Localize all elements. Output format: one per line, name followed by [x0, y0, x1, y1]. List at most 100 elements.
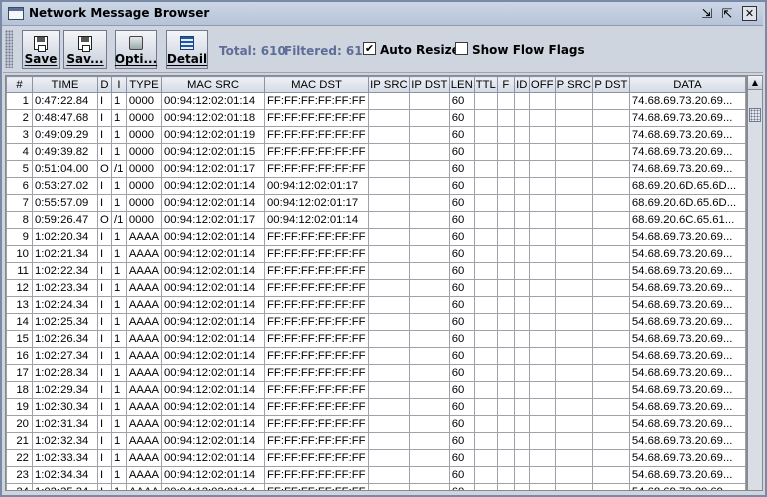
column-header[interactable]: TIME: [31, 76, 98, 93]
table-cell: 60: [448, 415, 475, 433]
table-row[interactable]: 19 1:02:30.34 I 1 AAAA 00:94:12:02:01:14 FF:FF…: [6, 398, 746, 416]
table-cell: 54.68.69.73.20.69...: [628, 245, 746, 263]
table-row[interactable]: 241:02:35.34I1AAAA00:94:12:02:01:14FF:FF…: [6, 483, 746, 490]
options-button[interactable]: Opti...: [115, 30, 157, 69]
table-cell: [408, 313, 450, 331]
table-cell: [528, 466, 556, 484]
table-cell: [367, 466, 410, 484]
table-row[interactable]: 6 0:53:27.02 I 1 0000 00:94:12:02:01:14 00:94:…: [6, 177, 746, 195]
table-row[interactable]: 3 0:49:09.29 I 1 0000 00:94:12:02:01:19 FF:FF:…: [6, 126, 746, 144]
scroll-up-icon[interactable]: ▲: [748, 76, 762, 90]
table-cell: 11: [6, 262, 33, 280]
table-cell: 00:94:12:02:01:14: [161, 262, 266, 280]
column-header[interactable]: IP DST: [408, 76, 450, 93]
column-header[interactable]: TYPE: [125, 76, 163, 93]
column-header[interactable]: MAC SRC: [161, 76, 266, 93]
scroll-thumb[interactable]: [749, 108, 761, 122]
table-cell: 00:94:12:02:01:14: [161, 466, 266, 484]
table-cell: I: [96, 177, 112, 195]
table-row[interactable]: 23 1:02:34.34 I 1 AAAA 00:94:12:02:01:14 FF:FF…: [6, 466, 746, 484]
title-bar[interactable]: Network Message Browser ⇲ ⇱ ✕: [2, 2, 763, 26]
vertical-scrollbar[interactable]: ▲: [747, 75, 763, 491]
table-cell: 60: [448, 245, 475, 263]
table-cell: [513, 296, 530, 314]
table-row[interactable]: 12 1:02:23.34 I 1 AAAA 00:94:12:02:01:14 FF:FF…: [6, 279, 746, 297]
save-button[interactable]: Save: [22, 30, 60, 69]
table-cell: 0000: [125, 92, 163, 110]
auto-resize-checkbox[interactable]: ✔: [363, 42, 376, 55]
show-flow-flags-checkbox[interactable]: [455, 42, 468, 55]
table-cell: 54.68.69.73.20.69...: [628, 313, 746, 331]
table-row[interactable]: 4 0:49:39.82 I 1 0000 00:94:12:02:01:15 FF:FF:…: [6, 143, 746, 161]
table-cell: FF:FF:FF:FF:FF:FF: [264, 143, 369, 161]
table-cell: 1: [110, 194, 127, 212]
column-header[interactable]: MAC DST: [264, 76, 369, 93]
table-row[interactable]: 5 0:51:04.00 O/1 0000 00:94:12:02:01:17 FF:FF…: [6, 160, 746, 178]
column-header[interactable]: P SRC: [554, 76, 594, 93]
maximize-icon[interactable]: ⇱: [721, 6, 733, 22]
column-header[interactable]: IP SRC: [367, 76, 410, 93]
table-cell: [513, 347, 530, 365]
table-cell: [408, 449, 450, 467]
restore-down-icon[interactable]: ⇲: [701, 6, 713, 22]
table-cell: I: [96, 364, 112, 382]
table-cell: 1:02:32.34: [31, 432, 98, 450]
column-header[interactable]: LEN: [448, 76, 475, 93]
table-row[interactable]: 9 1:02:20.34 I 1 AAAA 00:94:12:02:01:14 FF:FF:…: [6, 228, 746, 246]
table-row[interactable]: 16 1:02:27.34 I 1 AAAA 00:94:12:02:01:14 FF:FF…: [6, 347, 746, 365]
detail-button[interactable]: Detail: [166, 30, 208, 69]
table-cell: [367, 160, 410, 178]
table-row[interactable]: 22 1:02:33.34 I 1 AAAA 00:94:12:02:01:14 FF:FF…: [6, 449, 746, 467]
table-row[interactable]: 10 1:02:21.34 I 1 AAAA 00:94:12:02:01:14 FF:FF…: [6, 245, 746, 263]
table-row[interactable]: 2 0:48:47.68 I 1 0000 00:94:12:02:01:18 FF:FF:…: [6, 109, 746, 127]
table-cell: 00:94:12:02:01:14: [161, 432, 266, 450]
table-row[interactable]: 20 1:02:31.34 I 1 AAAA 00:94:12:02:01:14 FF:FF…: [6, 415, 746, 433]
column-header[interactable]: ID: [513, 76, 530, 93]
table-cell: FF:FF:FF:FF:FF:FF: [264, 483, 369, 490]
table-cell: [528, 347, 556, 365]
table-cell: 54.68.69.73.20.69...: [628, 466, 746, 484]
auto-resize-label[interactable]: Auto Resize: [380, 43, 460, 57]
table-cell: [592, 347, 630, 365]
table-row[interactable]: 18 1:02:29.34 I 1 AAAA 00:94:12:02:01:14 FF:FF…: [6, 381, 746, 399]
column-header[interactable]: F: [496, 76, 515, 93]
table-row[interactable]: 14 1:02:25.34 I 1 AAAA 00:94:12:02:01:14 FF:FF…: [6, 313, 746, 331]
table-cell: 7: [6, 194, 33, 212]
toolbar-grip[interactable]: [5, 30, 13, 68]
table-cell: [408, 143, 450, 161]
table-row[interactable]: 8 0:59:26.47 O/1 0000 00:94:12:02:01:17 00:94…: [6, 211, 746, 229]
column-header[interactable]: D: [96, 76, 112, 93]
table-cell: [473, 160, 498, 178]
column-header[interactable]: OFF: [528, 76, 556, 93]
table-cell: [408, 126, 450, 144]
table-cell: 13: [6, 296, 33, 314]
table-cell: 00:94:12:02:01:14: [161, 228, 266, 246]
column-header[interactable]: DATA: [628, 76, 746, 93]
column-header[interactable]: I: [110, 76, 127, 93]
table-cell: [513, 109, 530, 127]
table-cell: [513, 364, 530, 382]
close-icon[interactable]: ✕: [742, 6, 757, 21]
table-row[interactable]: 1 0:47:22.84 I 1 0000 00:94:12:02:01:14 FF:FF:…: [6, 92, 746, 110]
table-cell: [513, 432, 530, 450]
table-row[interactable]: 21 1:02:32.34 I 1 AAAA 00:94:12:02:01:14 FF:FF…: [6, 432, 746, 450]
table-cell: [554, 381, 594, 399]
table-cell: [513, 449, 530, 467]
table-cell: [592, 483, 630, 490]
table-row[interactable]: 15 1:02:26.34 I 1 AAAA 00:94:12:02:01:14 FF:FF…: [6, 330, 746, 348]
table-cell: 00:94:12:02:01:17: [161, 160, 266, 178]
column-header[interactable]: #: [6, 76, 33, 93]
column-header[interactable]: TTL: [473, 76, 498, 93]
table-cell: [513, 313, 530, 331]
table-row[interactable]: 11 1:02:22.34 I 1 AAAA 00:94:12:02:01:14 FF:FF…: [6, 262, 746, 280]
save-as-button[interactable]: Sav...: [63, 30, 107, 69]
table-row[interactable]: 7 0:55:57.09 I 1 0000 00:94:12:02:01:14 00:94:…: [6, 194, 746, 212]
column-header[interactable]: P DST: [592, 76, 630, 93]
table-row[interactable]: 17 1:02:28.34 I 1 AAAA 00:94:12:02:01:14 FF:FF…: [6, 364, 746, 382]
table-row[interactable]: 13 1:02:24.34 I 1 AAAA 00:94:12:02:01:14 FF:FF…: [6, 296, 746, 314]
table-cell: 1: [110, 279, 127, 297]
show-flow-flags-label[interactable]: Show Flow Flags: [472, 43, 585, 57]
table-cell: [528, 296, 556, 314]
table-cell: 60: [448, 160, 475, 178]
table-cell: [528, 381, 556, 399]
